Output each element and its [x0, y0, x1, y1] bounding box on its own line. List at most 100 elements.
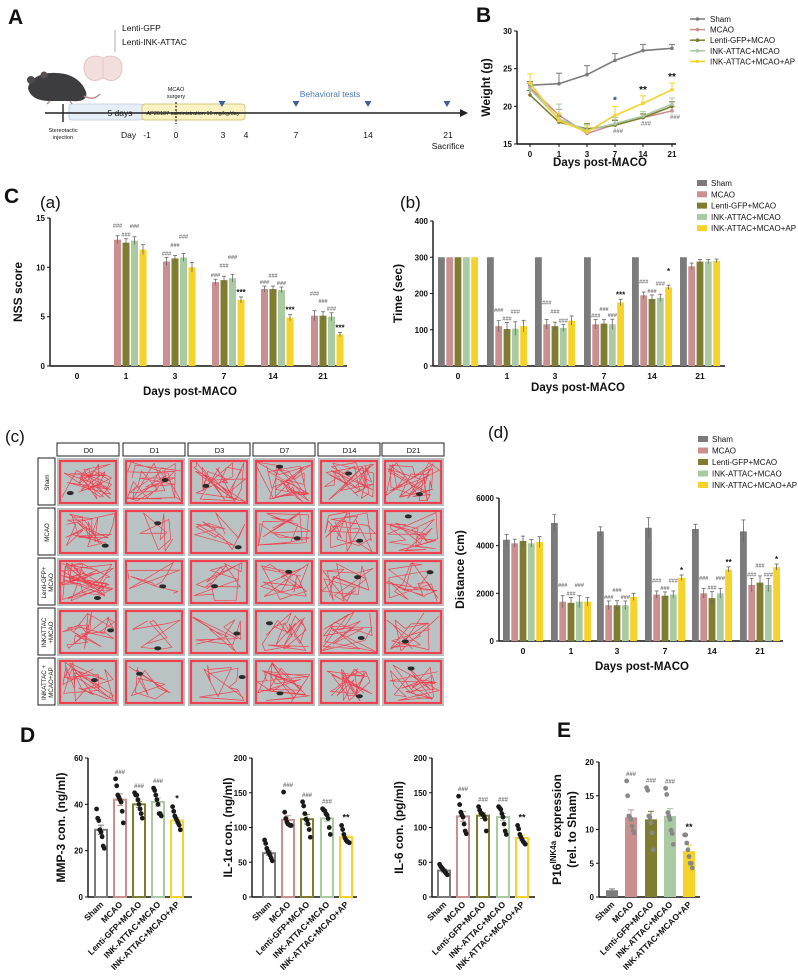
track-perimeter — [254, 509, 314, 555]
data-point — [503, 832, 509, 837]
track-path — [389, 664, 440, 701]
significance-label: ### — [498, 798, 509, 804]
significance-label: ### — [670, 115, 681, 121]
mouse-icon — [276, 464, 284, 469]
track-perimeter — [383, 509, 443, 555]
bar — [605, 605, 613, 641]
panel-label-a: A — [8, 6, 23, 29]
chart-e: 0 5 10 15 20 P16INK4a expression (rel. to Sham… — [549, 758, 700, 972]
significance-label: *** — [236, 288, 246, 297]
data-point — [685, 847, 691, 853]
data-point — [669, 831, 675, 836]
track-perimeter — [319, 509, 379, 555]
mouse-icon — [356, 538, 364, 543]
x-tick-label: 1 — [557, 150, 562, 159]
track-perimeter — [189, 459, 249, 505]
significance-label: ### — [747, 572, 756, 578]
bar — [320, 817, 334, 899]
track-path — [61, 463, 113, 500]
bar — [515, 836, 529, 898]
data-point — [457, 802, 463, 807]
bar — [122, 242, 130, 366]
significance-label: ### — [566, 591, 575, 597]
track-path — [386, 612, 440, 652]
x-tick-label: 14 — [707, 646, 717, 656]
track-perimeter — [319, 659, 379, 705]
significance-label: ### — [302, 793, 313, 799]
y-tick-label: 100 — [234, 824, 248, 833]
significance-label: ### — [115, 770, 126, 776]
significance-label: ### — [591, 314, 600, 320]
series-mcao: ############### — [511, 538, 756, 641]
x-tick-label: 3 — [553, 371, 558, 381]
data-point — [137, 806, 143, 812]
bar — [520, 326, 527, 366]
mouse-icon — [202, 483, 210, 488]
data-point — [154, 797, 160, 803]
track-perimeter — [124, 609, 184, 655]
injection-label-1: Stereotactic — [48, 128, 77, 134]
data-point — [613, 58, 617, 63]
track-path — [62, 662, 115, 702]
bar — [653, 594, 661, 641]
triangle-marker-icon — [364, 101, 372, 107]
legend-label: Sham — [710, 15, 731, 24]
bar — [286, 317, 294, 366]
significance-label: ### — [613, 129, 624, 135]
panel-label-b: B — [476, 4, 491, 27]
series-ink-attac-mcao-ap — [527, 73, 675, 134]
data-point — [647, 814, 653, 820]
data-point — [136, 801, 142, 807]
data-point — [135, 797, 141, 803]
significance-label: ### — [283, 783, 294, 789]
track-path — [127, 562, 181, 594]
y-axis-label: NSS score — [11, 262, 25, 322]
arena — [123, 508, 185, 556]
mouse-icon — [355, 694, 363, 699]
data-point — [346, 840, 352, 846]
data-point — [170, 804, 176, 810]
track-path — [256, 461, 312, 502]
track-path — [260, 563, 309, 600]
column-header — [187, 442, 251, 457]
bar — [163, 261, 170, 366]
y-axis-label-part: expression — [550, 774, 564, 841]
mouse-icon — [276, 691, 284, 696]
x-tick-label: 0 — [521, 646, 526, 656]
data-point — [153, 792, 159, 798]
bar — [756, 582, 764, 641]
significance-label: ### — [608, 313, 617, 319]
column-header — [252, 442, 316, 457]
data-point — [649, 830, 655, 836]
y-tick-label: 5 — [41, 313, 46, 322]
track-perimeter — [124, 509, 184, 555]
bar — [606, 890, 618, 897]
significance-label: ### — [660, 586, 669, 592]
y-axis-label: Weight (g) — [479, 58, 493, 116]
x-tick-label: 7 — [602, 371, 607, 381]
data-point — [281, 789, 286, 795]
y-tick-label: 40 — [74, 800, 83, 809]
y-tick-label: 2000 — [476, 589, 494, 598]
bar — [511, 328, 519, 366]
y-tick-label: 25 — [503, 65, 512, 74]
data-point — [461, 821, 467, 827]
data-point — [628, 816, 634, 822]
y-tick-label: 10 — [36, 263, 45, 272]
x-axis-label: Days post-MACO — [595, 661, 689, 673]
data-point — [302, 811, 308, 816]
legend-marker — [695, 17, 700, 21]
track-perimeter — [254, 659, 314, 705]
significance-label: ### — [327, 307, 336, 313]
row-header-label: Lenti-GFP+MCAO — [41, 566, 55, 598]
arena — [123, 608, 185, 656]
data-point — [664, 792, 670, 797]
significance-label: ** — [725, 558, 732, 567]
bar — [661, 595, 669, 641]
bar — [535, 257, 542, 366]
data-point — [670, 841, 676, 847]
track-path — [199, 664, 245, 701]
significance-label: ### — [665, 779, 676, 785]
row-header-label-line: INKATTAC — [41, 617, 48, 647]
